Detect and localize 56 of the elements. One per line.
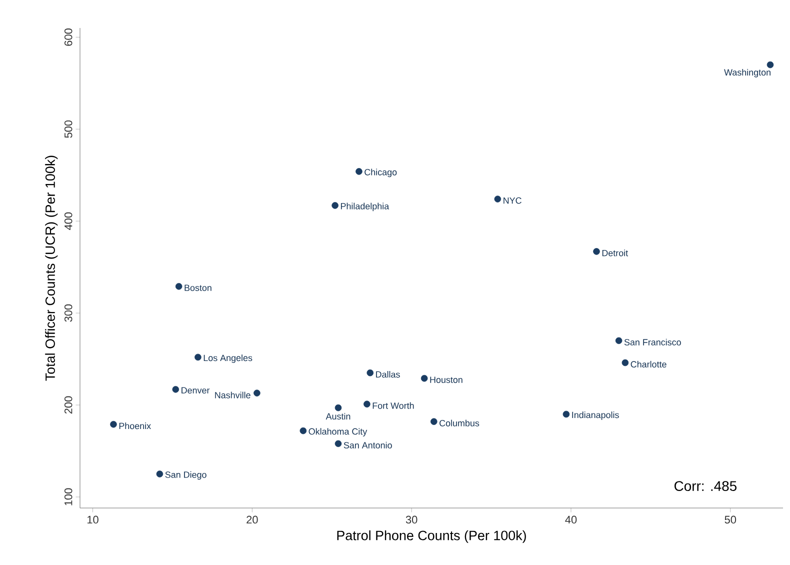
point (156, 470, 164, 478)
annotation: San Antonio (344, 442, 392, 448)
y-tick-label: 100 (64, 488, 72, 506)
point (356, 168, 362, 175)
annotation: Indianapolis (572, 412, 619, 420)
point (175, 283, 182, 290)
y-tick-label: 200 (64, 396, 72, 414)
x-tick-label: 50 (724, 516, 736, 524)
point (110, 420, 117, 428)
point (562, 410, 570, 418)
point (494, 196, 502, 202)
x-tick-label: 10 (87, 516, 98, 524)
annotation: Houston (430, 376, 462, 383)
annotation: Chicago (364, 168, 397, 178)
y-tick-label: 400 (64, 212, 72, 230)
point (622, 359, 629, 366)
point (766, 61, 774, 68)
annotation: Philadelphia (340, 202, 390, 212)
point (334, 440, 342, 448)
point (420, 374, 428, 382)
y-tick-label: 600 (64, 28, 72, 46)
annotation: Dallas (376, 371, 400, 378)
annotation: Fort Worth (372, 402, 414, 409)
y-tick-label: 300 (64, 304, 72, 322)
point (334, 404, 342, 412)
x-tick-label: 30 (406, 516, 418, 524)
annotation: Nashville (215, 392, 250, 398)
x-axis-title: Patrol Phone Counts (Per 100k) (337, 530, 526, 543)
annotation: Corr: .485 (674, 481, 737, 492)
point (332, 202, 338, 209)
annotation: Los Angeles (204, 354, 252, 363)
annotation: Phoenix (119, 422, 151, 430)
point (300, 427, 307, 434)
annotation: Charlotte (630, 360, 666, 368)
y-axis-title: Total Officer Counts (UCR) (Per 100k) (45, 156, 58, 381)
annotation: NYC (504, 197, 522, 204)
point (366, 369, 374, 376)
point (593, 248, 600, 255)
point (194, 354, 202, 361)
annotation: San Francisco (624, 338, 681, 346)
x-tick-label: 20 (246, 516, 258, 524)
annotation: Oklahoma City (308, 428, 368, 436)
annotation: Washington (724, 68, 770, 78)
point (254, 390, 260, 396)
point (172, 386, 180, 393)
annotation: Austin (326, 412, 350, 420)
x-tick-label: 40 (565, 516, 577, 524)
y-tick-label: 500 (64, 120, 72, 138)
annotation: Boston (184, 284, 212, 292)
point (364, 400, 370, 408)
annotation: Detroit (602, 250, 628, 256)
point (430, 418, 438, 425)
annotation: Denver (182, 387, 210, 394)
annotation: San Diego (165, 471, 206, 480)
annotation: Columbus (440, 420, 480, 426)
point (615, 337, 622, 344)
